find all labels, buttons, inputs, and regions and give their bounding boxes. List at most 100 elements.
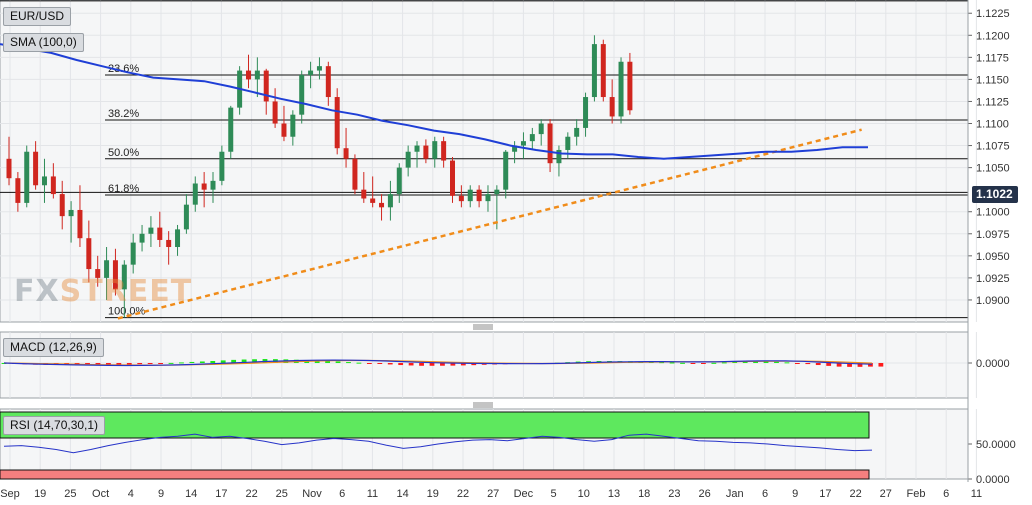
- candle-body: [476, 189, 482, 202]
- macd-histogram-bar: [356, 362, 362, 364]
- candle-body: [33, 151, 39, 186]
- candle-body: [458, 195, 464, 202]
- candle-body: [387, 194, 393, 208]
- macd-histogram-bar: [815, 363, 821, 366]
- macd-histogram-bar: [314, 360, 320, 363]
- candle-body: [316, 66, 322, 71]
- x-axis-tick-label: 5: [551, 488, 557, 500]
- candle-body: [556, 149, 562, 164]
- price-axis-tick-label: 1.1225: [976, 8, 1010, 20]
- candle-body: [210, 180, 216, 190]
- macd-histogram-bar: [711, 362, 717, 364]
- ascending-trendline: [117, 128, 862, 320]
- x-axis-tick-label: 6: [762, 488, 768, 500]
- x-axis-tick-label: 23: [668, 488, 680, 500]
- x-axis-tick-label: 25: [64, 488, 76, 500]
- macd-histogram-bar: [794, 363, 800, 364]
- macd-histogram-bar: [366, 363, 372, 364]
- macd-histogram-bar: [168, 362, 174, 364]
- candle-body: [405, 151, 411, 168]
- x-axis-tick-label: 9: [158, 488, 164, 500]
- rsi-line: [3, 433, 873, 454]
- candle-body: [361, 189, 367, 199]
- candle-body: [183, 204, 189, 230]
- x-axis-tick-label: 6: [943, 488, 949, 500]
- candle-body: [24, 151, 30, 203]
- x-axis-tick-label: 25: [276, 488, 288, 500]
- x-axis-tick-label: 10: [578, 488, 590, 500]
- macd-histogram-bar: [440, 363, 445, 366]
- x-axis-tick-label: 9: [792, 488, 798, 500]
- sma-indicator-label[interactable]: SMA (100,0): [3, 33, 84, 52]
- candle-body: [334, 97, 340, 149]
- candle-body: [547, 123, 553, 164]
- macd-histogram-bar: [742, 361, 748, 363]
- candle-body: [148, 227, 154, 234]
- price-axis-tick-label: 1.0900: [976, 295, 1010, 307]
- candle-body: [609, 97, 615, 117]
- candle-body: [343, 148, 349, 159]
- macd-histogram-bar: [199, 361, 205, 363]
- macd-histogram-bar: [387, 363, 393, 365]
- symbol-label[interactable]: EUR/USD: [3, 7, 72, 26]
- x-axis-tick-label: Oct: [92, 488, 109, 500]
- sma-100-line: [0, 43, 868, 160]
- x-axis-tick-label: 22: [849, 488, 861, 500]
- candle-body: [41, 176, 47, 186]
- candle-body: [192, 183, 198, 205]
- macd-histogram-bar: [419, 363, 424, 366]
- candle-body: [254, 70, 260, 80]
- candle-body: [512, 145, 518, 152]
- x-axis-tick-label: 19: [34, 488, 46, 500]
- x-axis-tick-label: Jan: [726, 488, 744, 500]
- macd-histogram-bar: [826, 363, 832, 366]
- candle-body: [396, 167, 402, 195]
- candle-body: [272, 101, 278, 124]
- macd-histogram-bar: [836, 363, 842, 367]
- candle-body: [565, 136, 571, 150]
- macd-histogram-bar: [241, 359, 247, 363]
- candle-body: [379, 202, 385, 208]
- macd-histogram-bar: [763, 361, 769, 363]
- candle-body: [175, 229, 181, 248]
- macd-histogram-bar: [346, 362, 351, 364]
- macd-histogram-bar: [252, 359, 257, 363]
- macd-histogram-bar: [857, 363, 863, 367]
- macd-histogram-bar: [847, 363, 852, 367]
- price-axis-tick-label: 1.0925: [976, 273, 1010, 285]
- x-axis-tick-label: 11: [367, 488, 378, 500]
- macd-histogram-bar: [335, 361, 341, 363]
- candle-body: [59, 194, 65, 217]
- x-axis-tick-label: 19: [427, 488, 439, 500]
- macd-histogram-bar: [784, 362, 790, 364]
- price-axis-tick-label: 1.1125: [976, 96, 1009, 108]
- price-axis-tick-label: 1.1075: [976, 141, 1010, 153]
- candle-body: [68, 209, 74, 217]
- macd-histogram-bar: [220, 360, 226, 363]
- candle-body: [441, 141, 447, 161]
- candle-body: [299, 74, 305, 115]
- fxstreet-logo: FXSTREET: [14, 274, 193, 309]
- macd-histogram-bar: [471, 363, 477, 366]
- rsi-overbought-zone: [0, 411, 870, 439]
- macd-histogram-bar: [753, 361, 759, 363]
- macd-histogram-bar: [147, 363, 153, 364]
- macd-histogram-bar: [868, 363, 873, 367]
- macd-histogram-bar: [669, 362, 675, 364]
- macd-histogram-bar: [116, 363, 122, 365]
- x-axis-tick-label: 13: [608, 488, 620, 500]
- x-axis-tick-label: 22: [457, 488, 469, 500]
- price-axis-tick-label: 1.1150: [976, 74, 1009, 86]
- x-axis-tick-label: 6: [339, 488, 345, 500]
- candle-body: [86, 238, 92, 270]
- candle-body: [201, 183, 207, 190]
- rsi-indicator-label[interactable]: RSI (14,70,30,1): [3, 416, 106, 435]
- x-axis-tick-label: 26: [698, 488, 710, 500]
- price-axis-tick-label: 1.1000: [976, 207, 1010, 219]
- macd-indicator-label[interactable]: MACD (12,26,9): [3, 338, 104, 357]
- macd-histogram-bar: [105, 363, 111, 365]
- candle-body: [121, 264, 127, 290]
- candle-body: [130, 242, 136, 265]
